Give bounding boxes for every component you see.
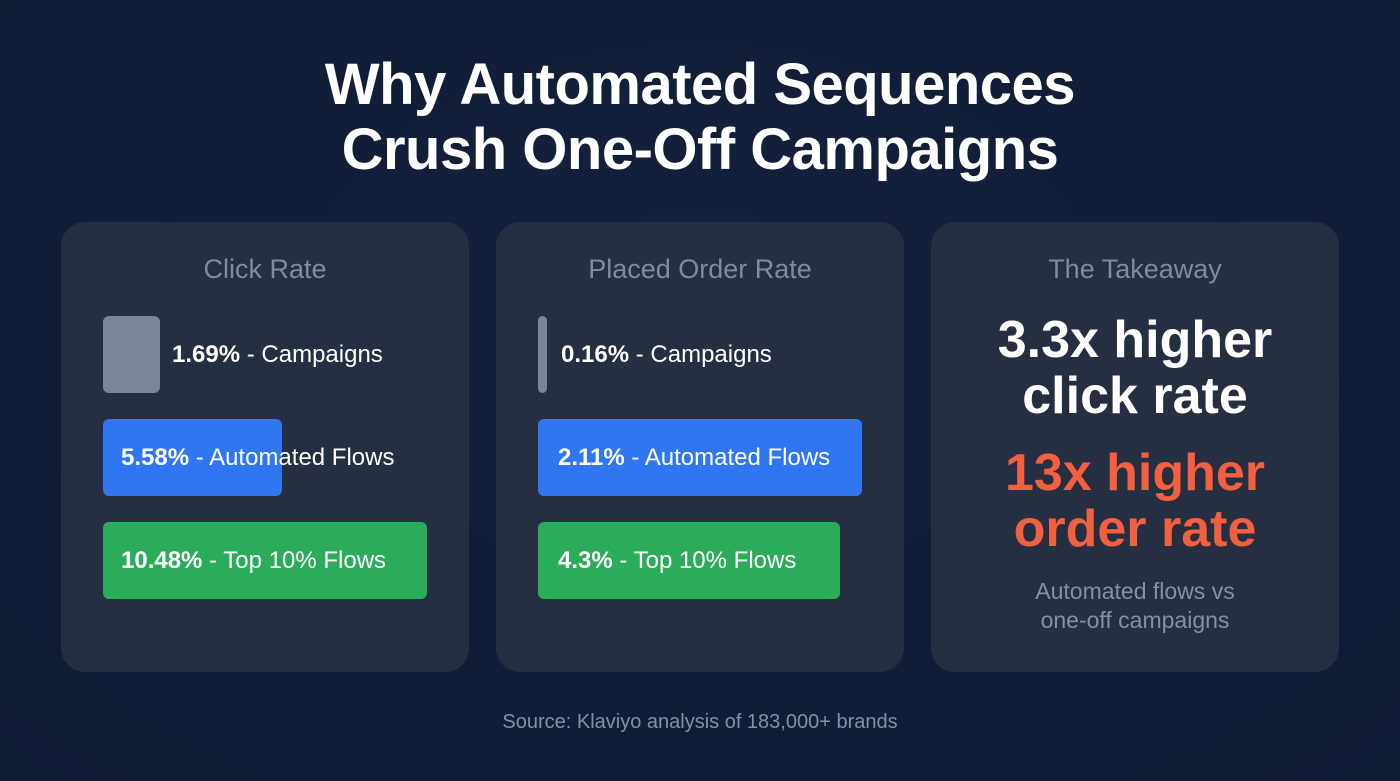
page-title: Why Automated Sequences Crush One-Off Ca… [0, 52, 1400, 182]
row-value: 4.3% [558, 547, 613, 574]
takeaway-sub-line-2: one-off campaigns [1040, 607, 1230, 633]
row-category: - Automated Flows [189, 444, 395, 471]
automated-flows-bar [538, 419, 862, 496]
row-category: - Top 10% Flows [612, 547, 797, 574]
row-category: - Campaigns [240, 341, 383, 368]
order-rate-card: Placed Order Rate 0.16% - Campaigns 2.11… [496, 222, 904, 672]
row-label: 2.11% - Automated Flows [558, 419, 830, 496]
row-label: 10.48% - Top 10% Flows [121, 522, 386, 599]
click-rate-takeaway: 3.3x higher click rate [931, 312, 1339, 424]
row-label: 0.16% - Campaigns [561, 316, 772, 393]
row-value: 5.58% [121, 444, 190, 471]
takeaway-sub-line-1: Automated flows vs [1035, 578, 1235, 604]
automated-flows-bar [103, 419, 282, 496]
click-takeaway-line-2: click rate [1022, 367, 1248, 425]
click-takeaway-line-1: 3.3x higher [997, 311, 1273, 369]
takeaway-subtitle: Automated flows vs one-off campaigns [931, 577, 1339, 635]
row-value: 2.11% [558, 444, 625, 471]
row-value: 1.69% [172, 341, 241, 368]
row-label: 1.69% - Campaigns [172, 316, 383, 393]
takeaway-title: The Takeaway [1048, 254, 1222, 284]
row-label: 5.58% - Automated Flows [121, 419, 394, 496]
order-takeaway-line-2: order rate [1013, 500, 1257, 558]
order-rate-takeaway: 13x higher order rate [931, 445, 1339, 557]
order-rate-title: Placed Order Rate [588, 254, 812, 284]
source-note: Source: Klaviyo analysis of 183,000+ bra… [502, 711, 898, 733]
row-category: - Campaigns [629, 341, 772, 368]
row-value: 0.16% [561, 341, 630, 368]
campaigns-bar [538, 316, 547, 393]
campaigns-bar [103, 316, 160, 393]
click-rate-title: Click Rate [203, 254, 327, 284]
row-label: 4.3% - Top 10% Flows [558, 522, 796, 599]
row-category: - Top 10% Flows [202, 547, 387, 574]
row-value: 10.48% [121, 547, 203, 574]
order-takeaway-line-1: 13x higher [1004, 444, 1266, 502]
row-category: - Automated Flows [624, 444, 831, 471]
click-rate-card: Click Rate 1.69% - Campaigns 5.58% - Aut… [61, 222, 469, 672]
title-line-1: Why Automated Sequences [324, 52, 1076, 117]
top-flows-bar [538, 522, 840, 599]
takeaway-card: The Takeaway 3.3x higher click rate 13x … [931, 222, 1339, 672]
top-flows-bar [103, 522, 427, 599]
title-line-2: Crush One-Off Campaigns [341, 117, 1059, 182]
